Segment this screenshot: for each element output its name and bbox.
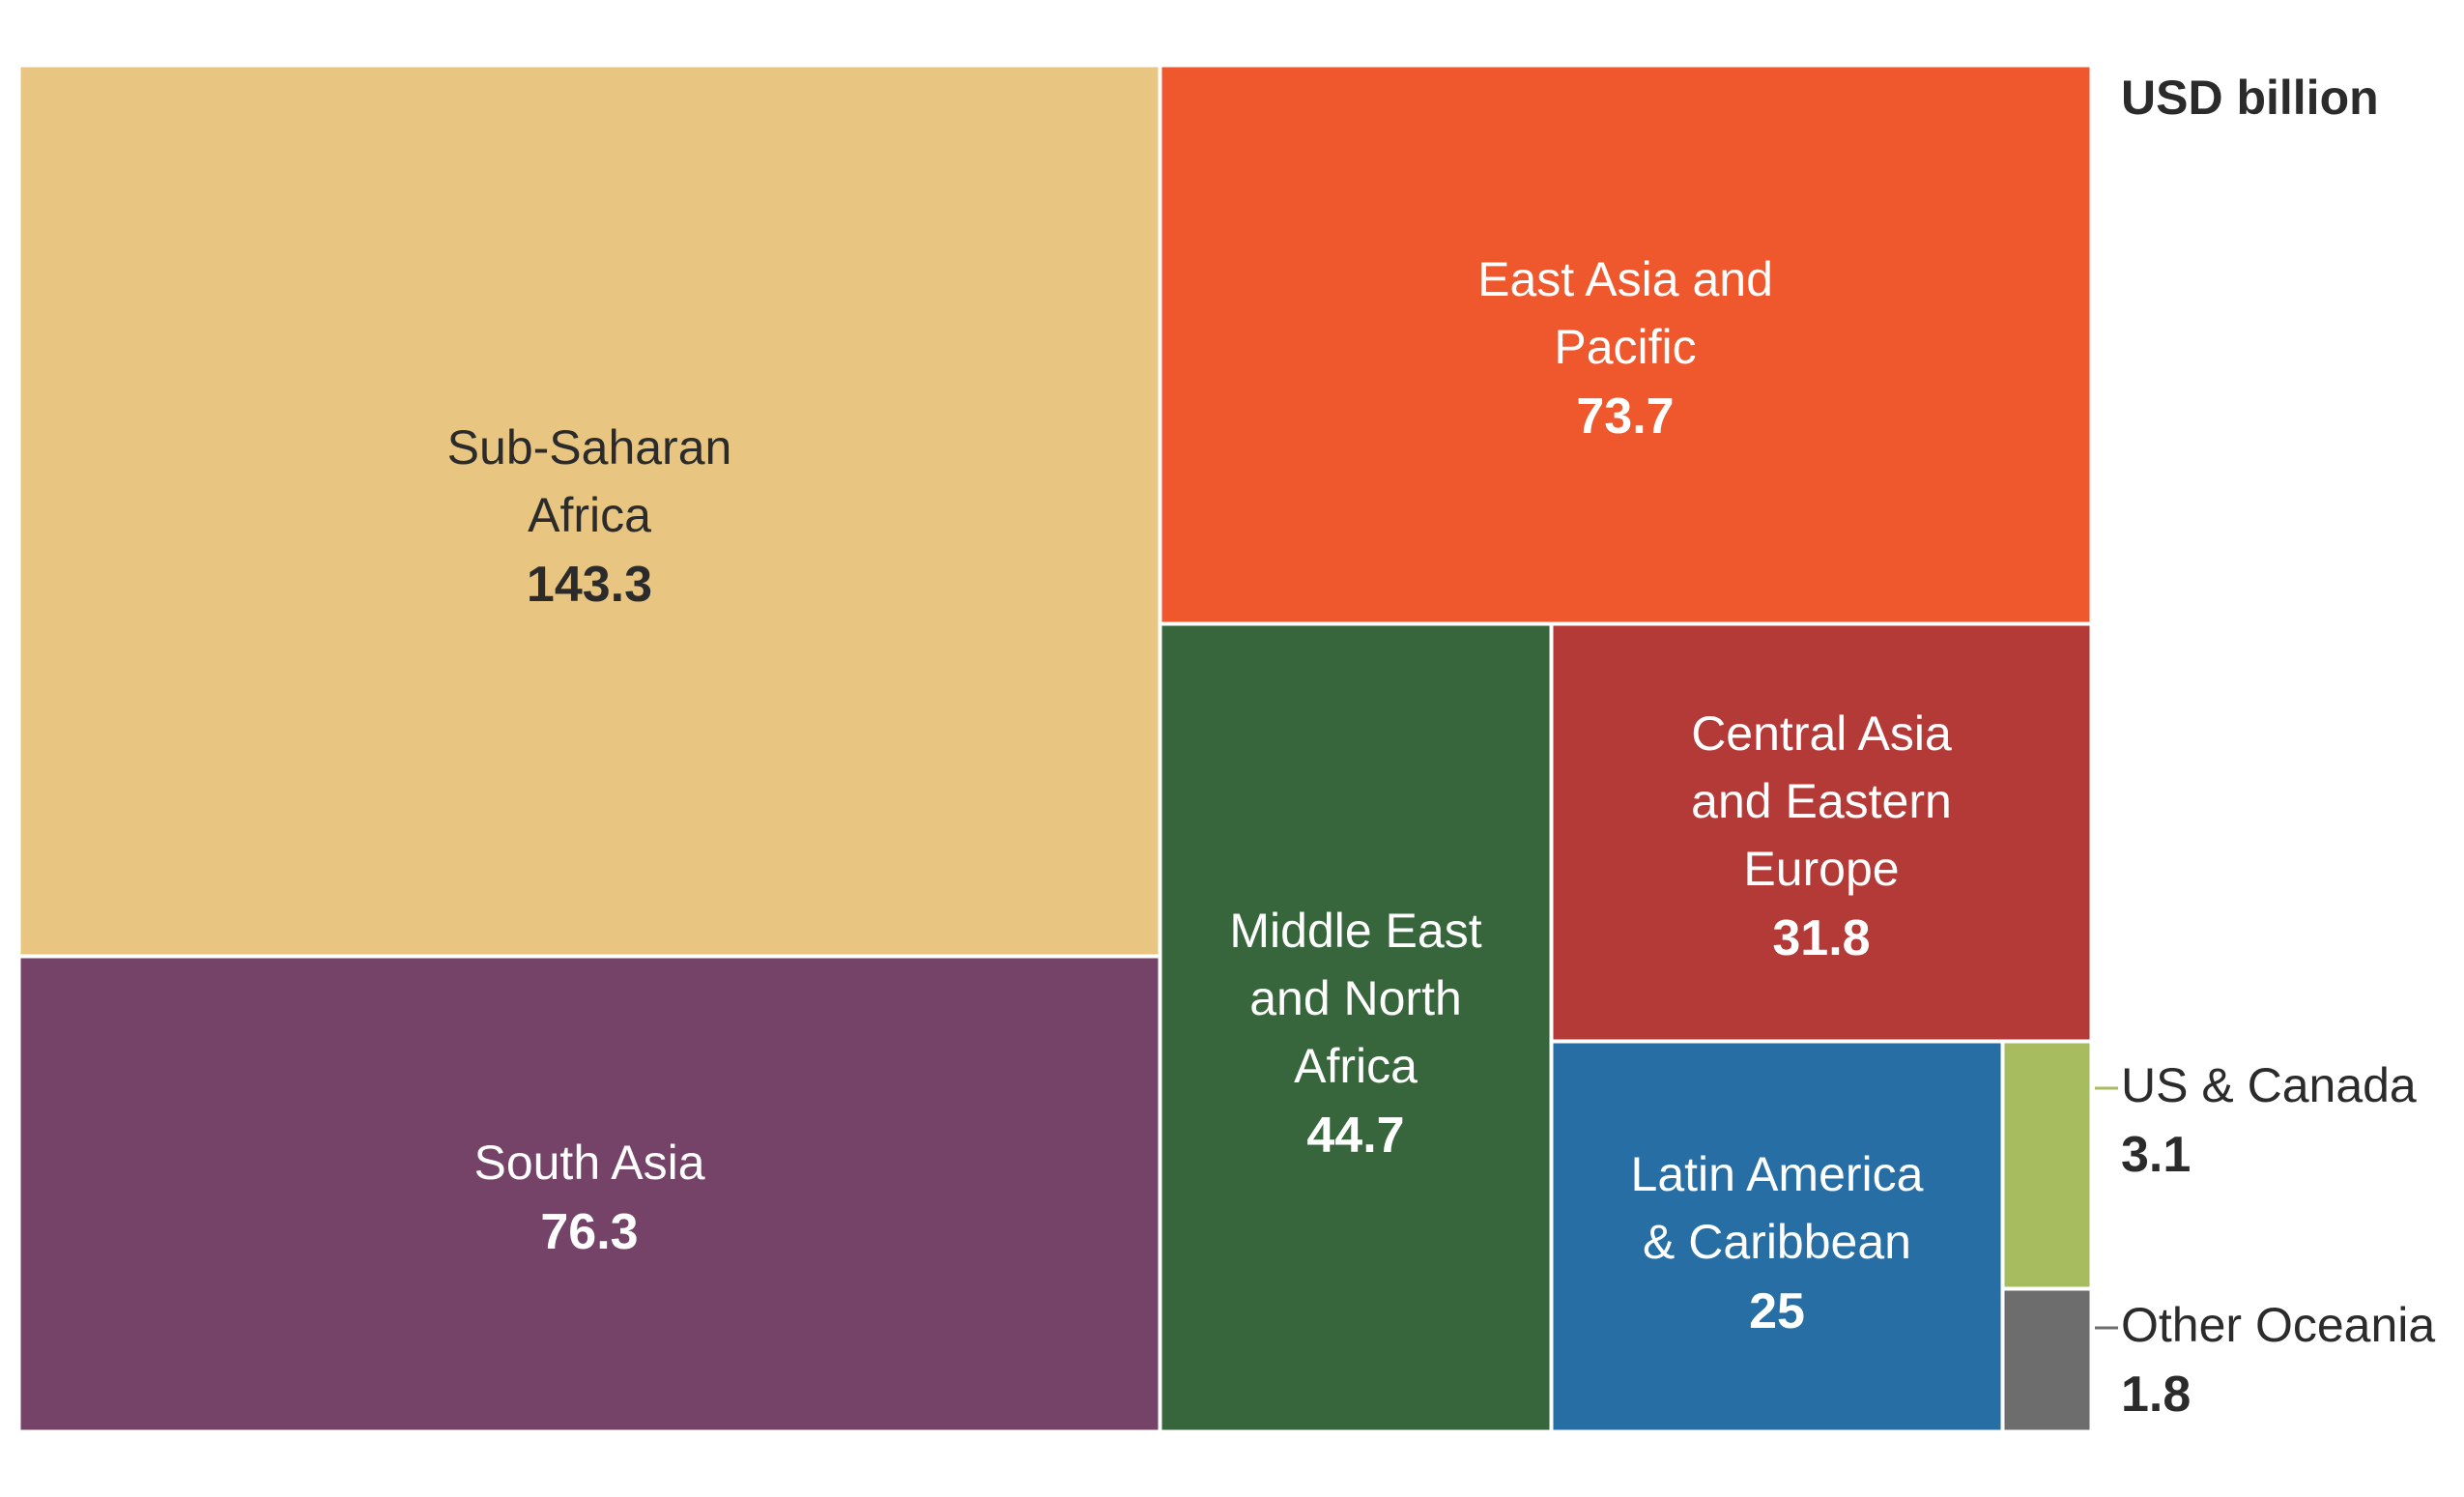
cell-label-central-asia-and-eastern-europe: Central Asia	[1691, 706, 1952, 761]
cell-label-middle-east-and-north-africa: Middle East	[1229, 904, 1481, 958]
cell-label-middle-east-and-north-africa: and North	[1249, 971, 1462, 1025]
cell-label-central-asia-and-eastern-europe: Europe	[1743, 842, 1899, 896]
cell-label-us-and-canada: US & Canada	[2121, 1058, 2417, 1112]
cell-label-sub-saharan-africa: Sub-Saharan	[447, 420, 732, 475]
cell-central-asia-and-eastern-europe	[1550, 622, 2093, 1043]
cell-east-asia-and-pacific	[1159, 64, 2093, 625]
unit-label: USD billion	[2121, 71, 2379, 125]
treemap-cells: Sub-Saharan Africa 143.3 South Asia 76.3 East…	[17, 64, 2435, 1433]
cell-us-and-canada	[2001, 1040, 2093, 1290]
cell-value-central-asia-and-eastern-europe: 31.8	[1772, 910, 1870, 966]
cell-value-south-asia: 76.3	[540, 1204, 638, 1260]
cell-sub-saharan-africa	[17, 64, 1161, 958]
cell-latin-america-and-caribbean	[1550, 1040, 2004, 1433]
cell-label-latin-america-and-caribbean: & Caribbean	[1643, 1215, 1911, 1269]
cell-label-latin-america-and-caribbean: Latin America	[1631, 1147, 1924, 1201]
cell-value-other-oceania: 1.8	[2121, 1367, 2191, 1423]
cell-value-east-asia-and-pacific: 73.7	[1576, 389, 1674, 445]
cell-label-sub-saharan-africa: Africa	[528, 488, 651, 542]
cell-middle-east-and-north-africa	[1159, 622, 1553, 1433]
cell-label-other-oceania: Other Oceania	[2121, 1298, 2435, 1352]
cell-south-asia	[17, 955, 1161, 1433]
cell-value-us-and-canada: 3.1	[2121, 1127, 2191, 1183]
cell-other-oceania	[2001, 1287, 2093, 1433]
cell-label-east-asia-and-pacific: Pacific	[1554, 320, 1696, 374]
cell-label-east-asia-and-pacific: East Asia and	[1477, 252, 1773, 306]
cell-value-middle-east-and-north-africa: 44.7	[1306, 1108, 1404, 1164]
cell-value-latin-america-and-caribbean: 25	[1749, 1283, 1805, 1339]
cell-label-middle-east-and-north-africa: Africa	[1294, 1039, 1418, 1093]
cell-label-south-asia: South Asia	[473, 1136, 704, 1190]
cell-value-sub-saharan-africa: 143.3	[527, 557, 652, 613]
cell-label-central-asia-and-eastern-europe: and Eastern	[1691, 774, 1952, 828]
